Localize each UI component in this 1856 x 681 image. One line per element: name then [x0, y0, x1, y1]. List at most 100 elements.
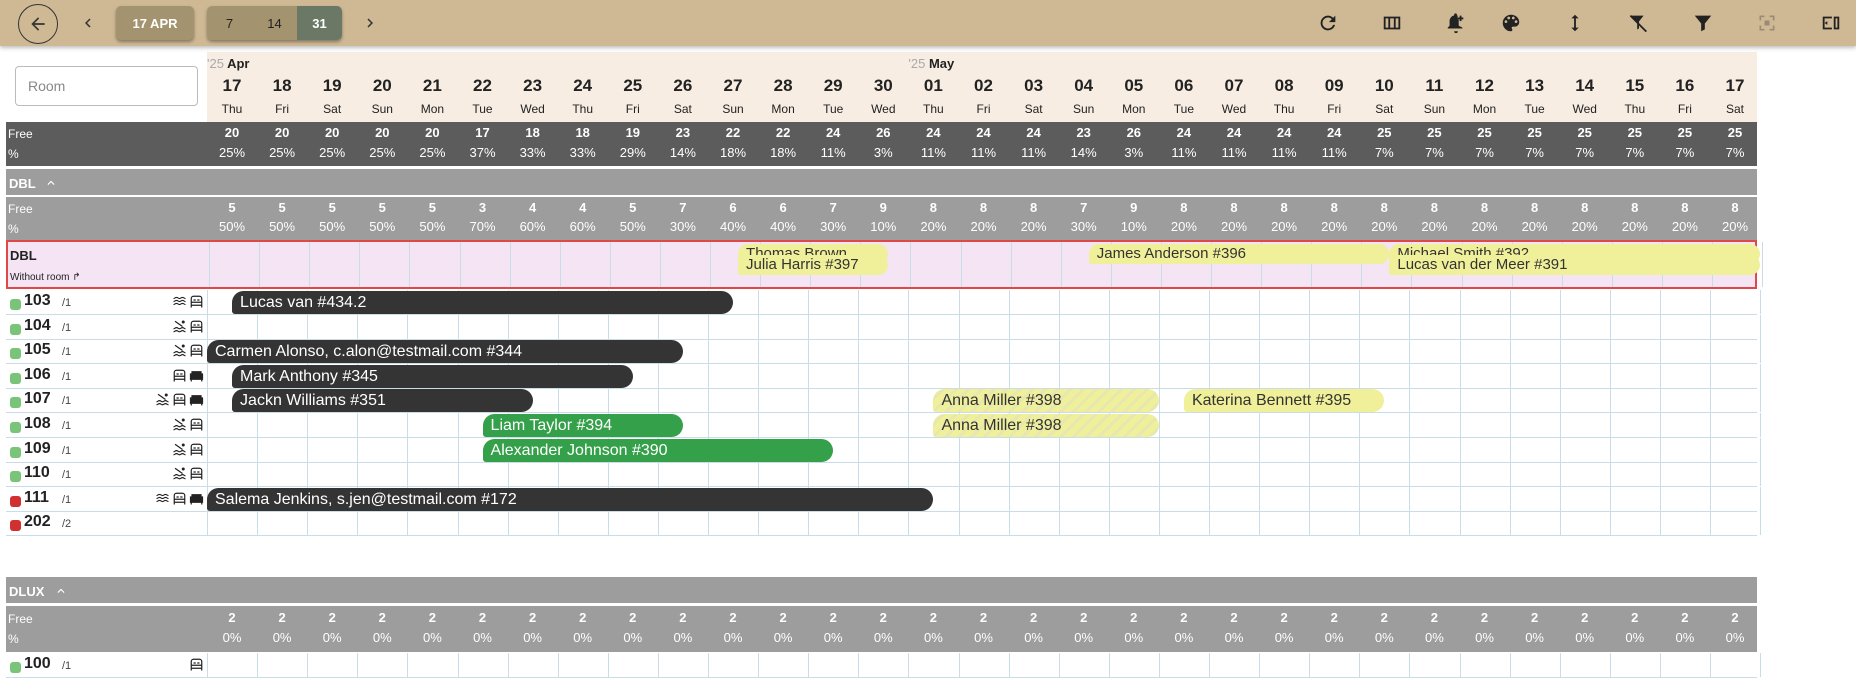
- filter-button[interactable]: [1691, 11, 1715, 35]
- chevron-up-icon[interactable]: [44, 176, 58, 193]
- room-info[interactable]: 109/1: [6, 438, 206, 462]
- add-notification-button[interactable]: [1444, 11, 1468, 35]
- room-info[interactable]: 202/2: [6, 511, 206, 535]
- room-info[interactable]: 107/1: [6, 388, 206, 412]
- day-column-header[interactable]: 02 Fri: [959, 76, 1009, 116]
- date-picker-button[interactable]: 17 APR: [116, 6, 194, 40]
- room-info[interactable]: 105/1: [6, 339, 206, 363]
- room-row: 109/1 Alexander Johnson #390: [6, 437, 1762, 463]
- refresh-button[interactable]: [1316, 11, 1340, 35]
- range-31-button[interactable]: 31: [297, 6, 342, 40]
- booking-bar[interactable]: Anna Miller #398: [933, 414, 1159, 437]
- grid-line: [858, 462, 860, 487]
- day-column-header[interactable]: 30 Wed: [858, 76, 908, 116]
- grid-line: [1409, 339, 1411, 364]
- booking-bar[interactable]: Carmen Alonso, c.alon@testmail.com #344: [207, 340, 683, 364]
- grid-line: [908, 388, 910, 413]
- room-info[interactable]: 106/1: [6, 364, 206, 388]
- day-column-header[interactable]: 09 Fri: [1309, 76, 1359, 116]
- day-column-header[interactable]: 05 Mon: [1109, 76, 1159, 116]
- day-column-header[interactable]: 27 Sun: [708, 76, 758, 116]
- clear-filter-button[interactable]: [1627, 11, 1651, 35]
- day-column-header[interactable]: 26 Sat: [658, 76, 708, 116]
- day-column-header[interactable]: 07 Wed: [1209, 76, 1259, 116]
- room-info[interactable]: 111/1: [6, 487, 206, 511]
- day-column-header[interactable]: 12 Mon: [1460, 76, 1510, 116]
- section-header-dbl[interactable]: DBL: [6, 169, 1757, 195]
- booking-bar[interactable]: Lucas van #434.2: [232, 291, 734, 314]
- day-column-header[interactable]: 22 Tue: [458, 76, 508, 116]
- room-info[interactable]: 108/1: [6, 413, 206, 437]
- previous-period-button[interactable]: [76, 11, 100, 35]
- booking-bar[interactable]: Mark Anthony #345: [232, 364, 633, 388]
- free-count: 23: [675, 125, 691, 140]
- day-column-header[interactable]: 20 Sun: [357, 76, 407, 116]
- day-column-header[interactable]: 04 Sun: [1059, 76, 1109, 116]
- day-column-header[interactable]: 14 Wed: [1560, 76, 1610, 116]
- free-count: 5: [629, 200, 637, 215]
- next-period-button[interactable]: [358, 11, 382, 35]
- room-number: 107: [24, 390, 51, 408]
- day-column-header[interactable]: 17 Thu: [207, 76, 257, 116]
- fullscreen-button[interactable]: [1755, 11, 1779, 35]
- room-info[interactable]: 110/1: [6, 462, 206, 486]
- booking-bar[interactable]: Katerina Bennett #395: [1183, 389, 1385, 413]
- range-14-button[interactable]: 14: [252, 6, 297, 40]
- day-column-header[interactable]: 29 Tue: [808, 76, 858, 116]
- back-button[interactable]: [18, 4, 58, 44]
- palette-button[interactable]: [1499, 11, 1523, 35]
- free-count: 24: [926, 125, 941, 140]
- room-info[interactable]: 104/1: [6, 315, 206, 339]
- day-column-header[interactable]: 28 Mon: [758, 76, 808, 116]
- grid-line: [1459, 462, 1461, 487]
- room-status-indicator: [10, 372, 21, 384]
- day-column-header[interactable]: 11 Sun: [1409, 76, 1459, 116]
- day-column-header[interactable]: 13 Tue: [1510, 76, 1560, 116]
- columns-button[interactable]: [1380, 11, 1404, 35]
- chevron-up-icon[interactable]: [54, 584, 68, 601]
- day-column-header[interactable]: 19 Sat: [307, 76, 357, 116]
- unassigned-booking-bar[interactable]: James Anderson #396: [1088, 244, 1390, 264]
- booking-bar[interactable]: Salema Jenkins, s.jen@testmail.com #172: [207, 487, 934, 511]
- grid-line: [457, 462, 459, 487]
- day-column-header[interactable]: 03 Sat: [1009, 76, 1059, 116]
- grid-line: [307, 314, 309, 339]
- day-column-header[interactable]: 24 Thu: [558, 76, 608, 116]
- day-column-header[interactable]: 01 Thu: [908, 76, 958, 116]
- booking-bar[interactable]: Liam Taylor #394: [482, 414, 683, 437]
- room-info[interactable]: 103/1: [6, 290, 206, 314]
- free-count: 2: [228, 610, 236, 625]
- bell-plus-icon: [1447, 13, 1464, 34]
- unassigned-booking-bar[interactable]: Lucas van der Meer #391: [1389, 255, 1761, 275]
- day-number: 24: [573, 76, 593, 95]
- sidebar-toggle-button[interactable]: [1819, 11, 1843, 35]
- room-number: 100: [24, 655, 51, 672]
- day-column-header[interactable]: 15 Thu: [1610, 76, 1660, 116]
- grid-line: [257, 462, 259, 487]
- free-count: 2: [679, 610, 687, 625]
- grid-line: [958, 339, 960, 364]
- day-column-header[interactable]: 23 Wed: [508, 76, 558, 116]
- booking-bar[interactable]: Jackn Williams #351: [232, 389, 533, 413]
- free-count: 7: [829, 200, 837, 215]
- range-7-button[interactable]: 7: [207, 6, 252, 40]
- unassigned-booking-bar[interactable]: Julia Harris #397: [738, 255, 889, 275]
- day-column-header[interactable]: 17 Sat: [1710, 76, 1760, 116]
- day-column-header[interactable]: 08 Thu: [1259, 76, 1309, 116]
- day-column-header[interactable]: 18 Fri: [257, 76, 307, 116]
- section-header-dlux[interactable]: DLUX: [6, 577, 1757, 603]
- day-column-header[interactable]: 06 Tue: [1159, 76, 1209, 116]
- room-search-input[interactable]: [15, 66, 198, 106]
- day-column-header[interactable]: 10 Sat: [1359, 76, 1409, 116]
- grid-line: [1609, 462, 1611, 487]
- day-column-header[interactable]: 21 Mon: [407, 76, 457, 116]
- booking-bar[interactable]: Alexander Johnson #390: [482, 438, 834, 462]
- free-label: Free: [8, 612, 33, 626]
- day-column-header[interactable]: 16 Fri: [1660, 76, 1710, 116]
- calendar-header: [207, 52, 1757, 122]
- booking-bar[interactable]: Anna Miller #398: [933, 389, 1159, 413]
- sea-icon: [172, 319, 187, 335]
- row-height-button[interactable]: [1563, 11, 1587, 35]
- room-info[interactable]: 100/1: [6, 653, 206, 677]
- day-column-header[interactable]: 25 Fri: [608, 76, 658, 116]
